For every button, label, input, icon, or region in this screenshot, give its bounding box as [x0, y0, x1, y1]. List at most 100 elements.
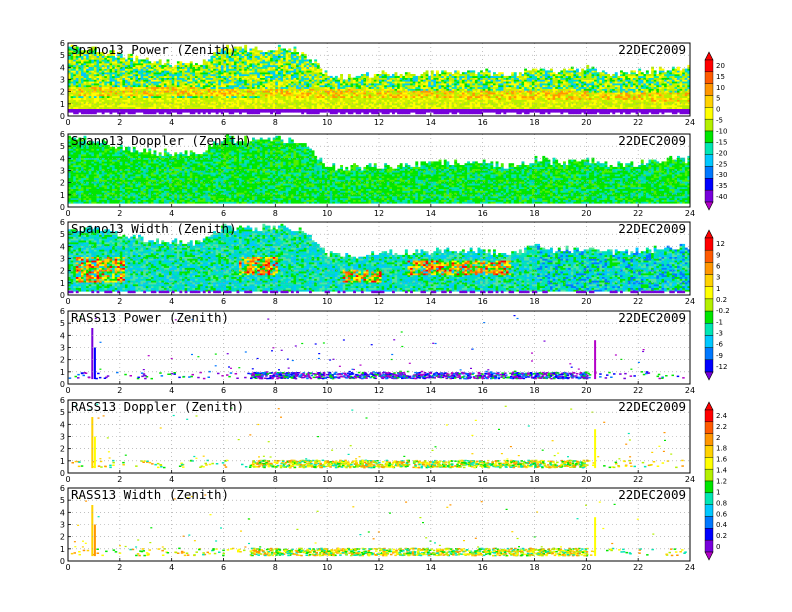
field-cell: [472, 79, 476, 82]
field-cell: [125, 101, 128, 104]
field-cell: [467, 110, 470, 113]
field-cell: [200, 99, 204, 102]
field-cell: [176, 72, 180, 75]
field-cell: [314, 61, 318, 64]
field-cell: [218, 70, 222, 73]
field-cell: [506, 94, 509, 97]
field-cell: [187, 92, 191, 95]
field-cell: [358, 111, 362, 115]
field-cell: [244, 108, 248, 111]
field-cell: [182, 75, 185, 78]
field-cell: [285, 86, 289, 89]
field-cell: [156, 97, 159, 100]
field-cell: [195, 75, 198, 78]
field-cell: [257, 95, 261, 98]
field-cell: [86, 97, 89, 100]
field-cell: [254, 85, 258, 88]
field-cell: [360, 85, 364, 88]
field-cell: [218, 66, 222, 69]
field-cell: [407, 85, 411, 88]
field-cell: [277, 59, 281, 62]
field-cell: [461, 95, 465, 98]
field-cell: [68, 61, 71, 64]
field-cell: [236, 86, 240, 89]
field-cell: [241, 83, 245, 86]
field-cell: [119, 105, 123, 108]
field-cell: [220, 105, 224, 108]
field-cell: [122, 95, 126, 98]
field-cell: [454, 83, 458, 86]
field-cell: [404, 77, 408, 80]
field-cell: [153, 86, 157, 89]
field-cell: [231, 110, 235, 113]
field-cell: [521, 95, 525, 98]
field-cell: [410, 85, 413, 88]
field-cell: [306, 95, 310, 98]
field-cell: [467, 111, 470, 115]
field-cell: [285, 101, 289, 104]
field-cell: [226, 103, 229, 106]
field-cell: [293, 97, 297, 100]
field-cell: [337, 85, 341, 88]
field-cell: [220, 81, 224, 84]
field-cell: [179, 95, 183, 98]
field-cell: [78, 85, 82, 88]
field-cell: [461, 111, 465, 115]
field-cell: [210, 95, 214, 98]
field-cell: [174, 99, 178, 102]
field-cell: [83, 110, 87, 113]
field-cell: [163, 106, 167, 109]
field-cell: [207, 77, 211, 80]
field-cell: [156, 88, 159, 91]
field-cell: [275, 70, 279, 73]
field-cell: [249, 72, 253, 75]
field-cell: [265, 94, 268, 97]
field-cell: [148, 94, 152, 97]
field-cell: [371, 83, 375, 86]
field-cell: [265, 83, 268, 86]
field-cell: [220, 57, 224, 60]
field-cell: [283, 79, 286, 82]
field-cell: [119, 55, 123, 58]
field-cell: [451, 110, 455, 113]
field-cell: [236, 52, 240, 55]
field-cell: [93, 64, 97, 67]
field-cell: [99, 55, 102, 58]
field-cell: [423, 105, 426, 108]
field-cell: [135, 99, 139, 102]
field-cell: [322, 110, 325, 113]
field-cell: [244, 79, 248, 82]
field-cell: [454, 106, 458, 109]
field-cell: [231, 63, 235, 66]
field-cell: [285, 106, 289, 109]
field-cell: [423, 99, 426, 102]
field-cell: [381, 94, 385, 97]
field-cell: [83, 95, 87, 98]
field-cell: [150, 83, 154, 86]
field-cell: [524, 90, 527, 93]
field-cell: [277, 61, 281, 64]
field-cell: [176, 77, 180, 80]
field-cell: [270, 63, 273, 66]
field-cell: [265, 110, 268, 113]
field-cell: [189, 63, 193, 66]
field-cell: [127, 53, 131, 56]
field-cell: [236, 70, 240, 73]
field-cell: [358, 77, 362, 80]
field-cell: [482, 86, 486, 89]
field-cell: [373, 106, 377, 109]
field-cell: [99, 74, 102, 77]
field-cell: [192, 77, 196, 80]
field-cell: [526, 106, 530, 109]
field-cell: [288, 75, 292, 78]
field-cell: [394, 79, 398, 82]
field-cell: [324, 86, 328, 89]
field-cell: [176, 101, 180, 104]
field-cell: [459, 77, 463, 80]
field-cell: [200, 81, 204, 84]
field-cell: [78, 52, 82, 55]
field-cell: [174, 66, 178, 69]
field-cell: [347, 75, 351, 78]
field-cell: [236, 97, 240, 100]
field-cell: [350, 92, 354, 95]
